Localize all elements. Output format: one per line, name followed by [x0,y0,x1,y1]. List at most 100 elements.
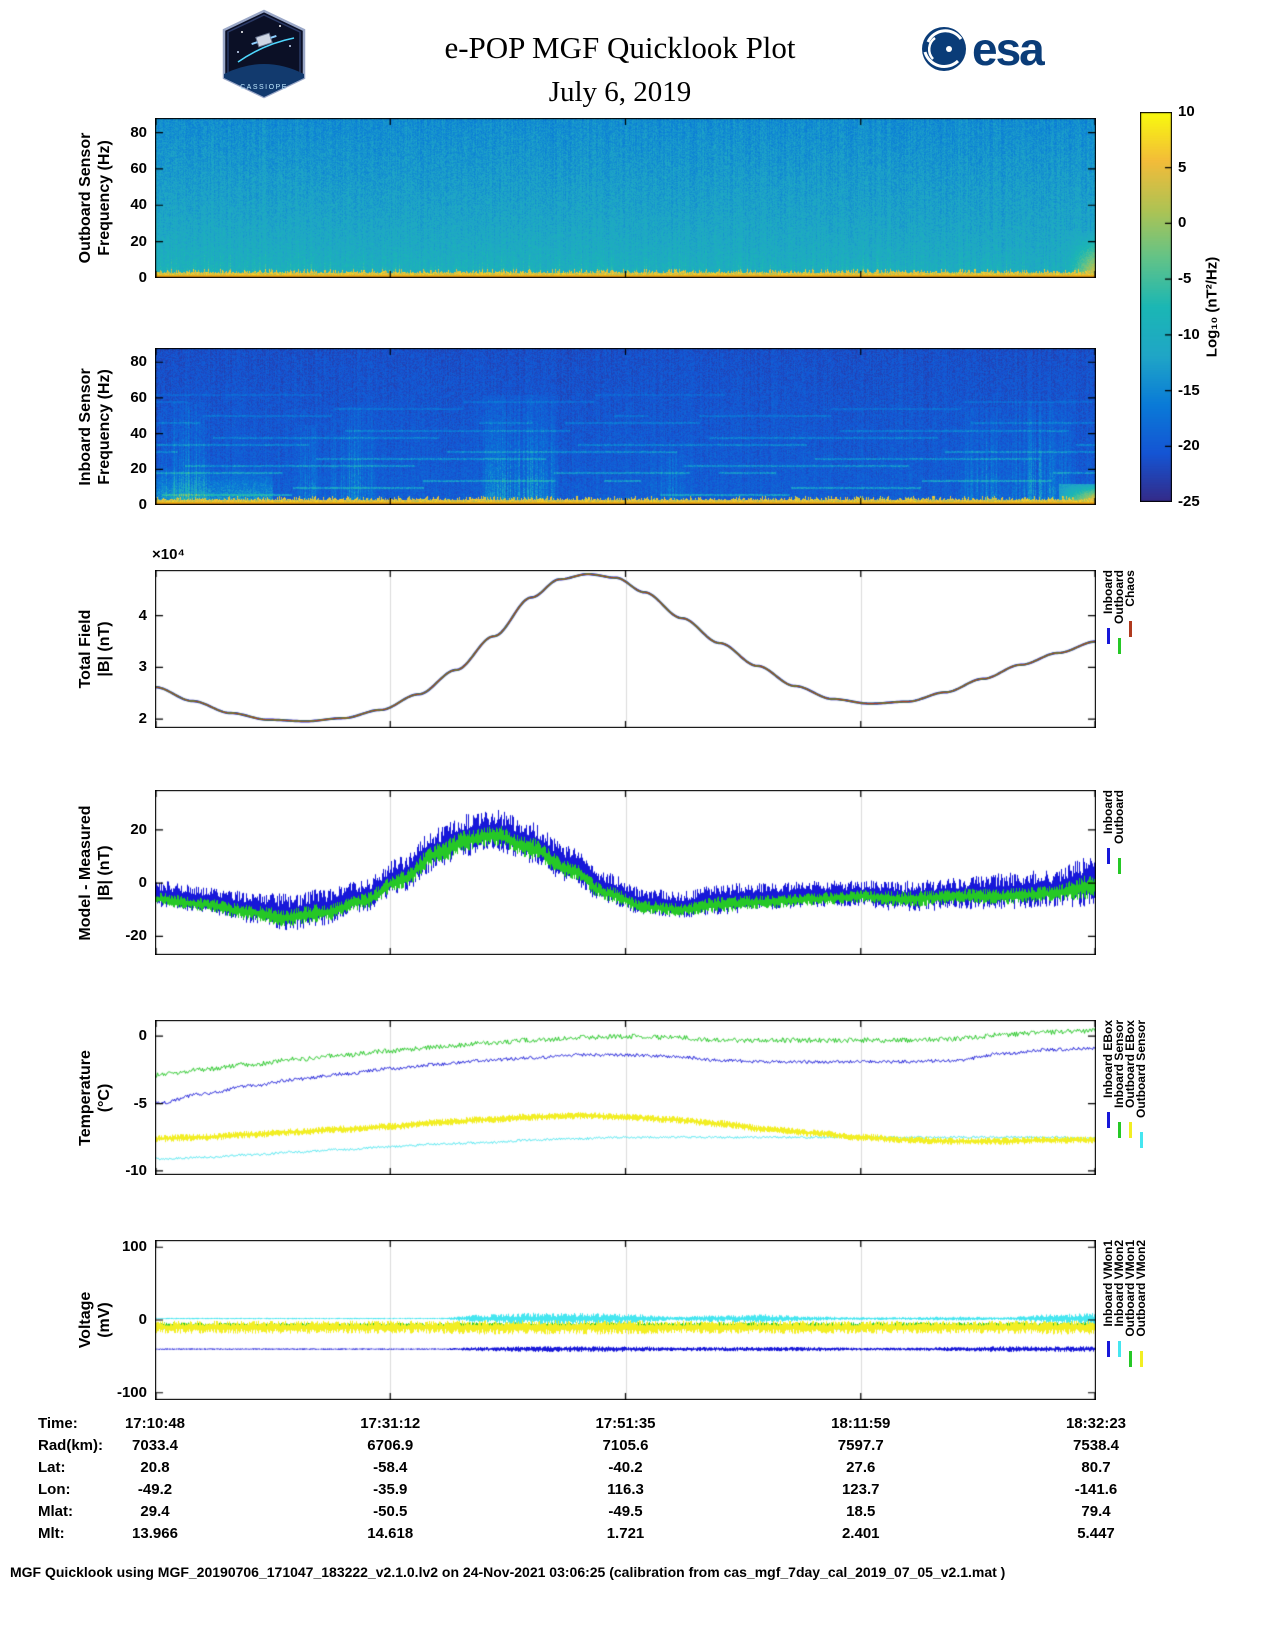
y-tick-label: -10 [125,1161,147,1179]
colorbar-tick-label: -20 [1178,437,1200,455]
ephemeris-value: 14.618 [367,1525,414,1542]
legend-entry: Inboard Sensor [1112,1020,1126,1175]
legend-line [1128,1122,1132,1139]
legend-entry: Inboard EBox [1101,1020,1115,1175]
ephemeris-row-label: Lon: [38,1481,71,1498]
y-tick-label: 3 [138,658,147,676]
ephemeris-value: 1.721 [606,1525,645,1542]
legend-entry: Inboard VMon1 [1101,1240,1115,1400]
total-field-canvas [155,570,1096,728]
ephemeris-value: 79.4 [1081,1503,1111,1520]
page-date: July 6, 2019 [548,76,692,108]
inboard-spectrogram-canvas [155,348,1096,505]
cassiope-logo: CASSIOPE [222,9,306,99]
legend-entry: Inboard VMon2 [1112,1240,1126,1400]
ephemeris-value: 27.6 [846,1459,876,1476]
ephemeris-value: 116.3 [607,1481,644,1498]
ephemeris-row-label: Lat: [38,1459,66,1476]
ephemeris-value: -49.5 [608,1503,643,1520]
y-tick-label: 4 [138,606,147,624]
ephemeris-value: -35.9 [373,1481,408,1498]
legend-label: Outboard VMon2 [1134,1240,1148,1337]
colorbar-tick-label: 10 [1178,103,1195,120]
voltage-canvas [155,1240,1096,1400]
y-tick-label: 2 [138,710,147,728]
cassiope-label: CASSIOPE [240,84,288,91]
colorbar-tick-label: -15 [1178,381,1200,399]
y-tick-label: 0 [138,874,147,892]
y-tick-label: 0 [138,269,147,286]
y-tick-label: 40 [130,424,147,442]
ephemeris-value: 7597.7 [837,1437,884,1454]
y-axis-multiplier: ×10⁴ [152,546,185,563]
y-tick-label: 0 [138,1027,147,1045]
ephemeris-value: 18:32:23 [1065,1415,1127,1432]
ephemeris-row-label: Mlat: [38,1503,73,1520]
ephemeris-value: 18:11:59 [831,1415,891,1432]
y-tick-label: 20 [130,820,147,838]
legend-line [1106,1112,1110,1129]
legend-label: Outboard Sensor [1134,1020,1148,1119]
ephemeris-value: 123.7 [841,1481,880,1498]
satellite-icon [251,32,277,48]
y-tick-label: 60 [130,159,147,177]
y-tick-label: 80 [130,353,147,371]
legend-line [1117,1340,1121,1357]
legend-line [1117,1122,1121,1139]
ephemeris-value: -141.6 [1074,1481,1118,1498]
legend-line [1106,848,1110,864]
ephemeris-row-label: Time: [38,1415,78,1432]
colorbar-tick-label: -5 [1178,270,1192,288]
ephemeris-value: -58.4 [373,1459,408,1476]
legend-line [1139,1132,1143,1149]
y-tick-label: 100 [121,1238,147,1256]
legend-entry: Outboard EBox [1123,1020,1137,1175]
ephemeris-value: -40.2 [608,1459,643,1476]
colorbar-tick-label: 5 [1178,158,1187,176]
y-tick-label: 20 [130,232,147,250]
ephemeris-value: 7538.4 [1073,1437,1119,1454]
colorbar-tick-label: 0 [1178,214,1187,232]
ephemeris-value: 17:31:12 [360,1415,421,1432]
ephemeris-value: -50.5 [373,1503,408,1520]
legend-entry: Outboard [1112,790,1126,955]
ephemeris-value: 2.401 [841,1525,880,1542]
esa-wordmark: esa [972,23,1045,75]
ephemeris-row-label: Mlt: [38,1525,65,1542]
legend-line [1106,628,1110,644]
y-tick-label: -100 [116,1383,147,1401]
ephemeris-value: 18.5 [846,1503,876,1520]
ephemeris-row-label: Rad(km): [38,1437,104,1454]
esa-logo: esa [922,23,1047,75]
y-tick-label: 0 [138,1311,147,1328]
ephemeris-value: 6706.9 [367,1437,414,1454]
legend-label: Chaos [1123,570,1137,607]
legend-entry: Outboard [1112,570,1126,728]
model-minus-measured-canvas [155,790,1096,955]
ephemeris-value: 17:51:35 [595,1415,656,1432]
ephemeris-value: 7033.4 [132,1437,178,1454]
ephemeris-value: 20.8 [140,1459,170,1476]
y-tick-label: 20 [130,460,147,478]
legend-entry: Inboard [1101,790,1115,955]
legend-label: Outboard [1112,790,1126,844]
colorbar-canvas [1140,112,1172,502]
colorbar-tick-label: -10 [1178,325,1200,343]
legend-entry: Outboard Sensor [1134,1020,1148,1175]
legend-line [1117,638,1121,654]
legend-line [1106,1340,1110,1357]
y-tick-label: 60 [130,388,147,406]
ephemeris-value: 80.7 [1081,1459,1111,1476]
outboard-spectrogram-canvas [155,118,1096,278]
temperature-canvas [155,1020,1096,1175]
ephemeris-value: 7105.6 [602,1437,649,1454]
legend-line [1128,620,1132,637]
legend-entry: Chaos [1123,570,1137,728]
legend-line [1139,1350,1143,1367]
ephemeris-value: 13.966 [132,1525,178,1542]
y-tick-label: -20 [125,927,147,945]
legend-entry: Inboard [1101,570,1115,728]
legend-entry: Outboard VMon1 [1123,1240,1137,1400]
page-title: e-POP MGF Quicklook Plot [444,30,796,65]
